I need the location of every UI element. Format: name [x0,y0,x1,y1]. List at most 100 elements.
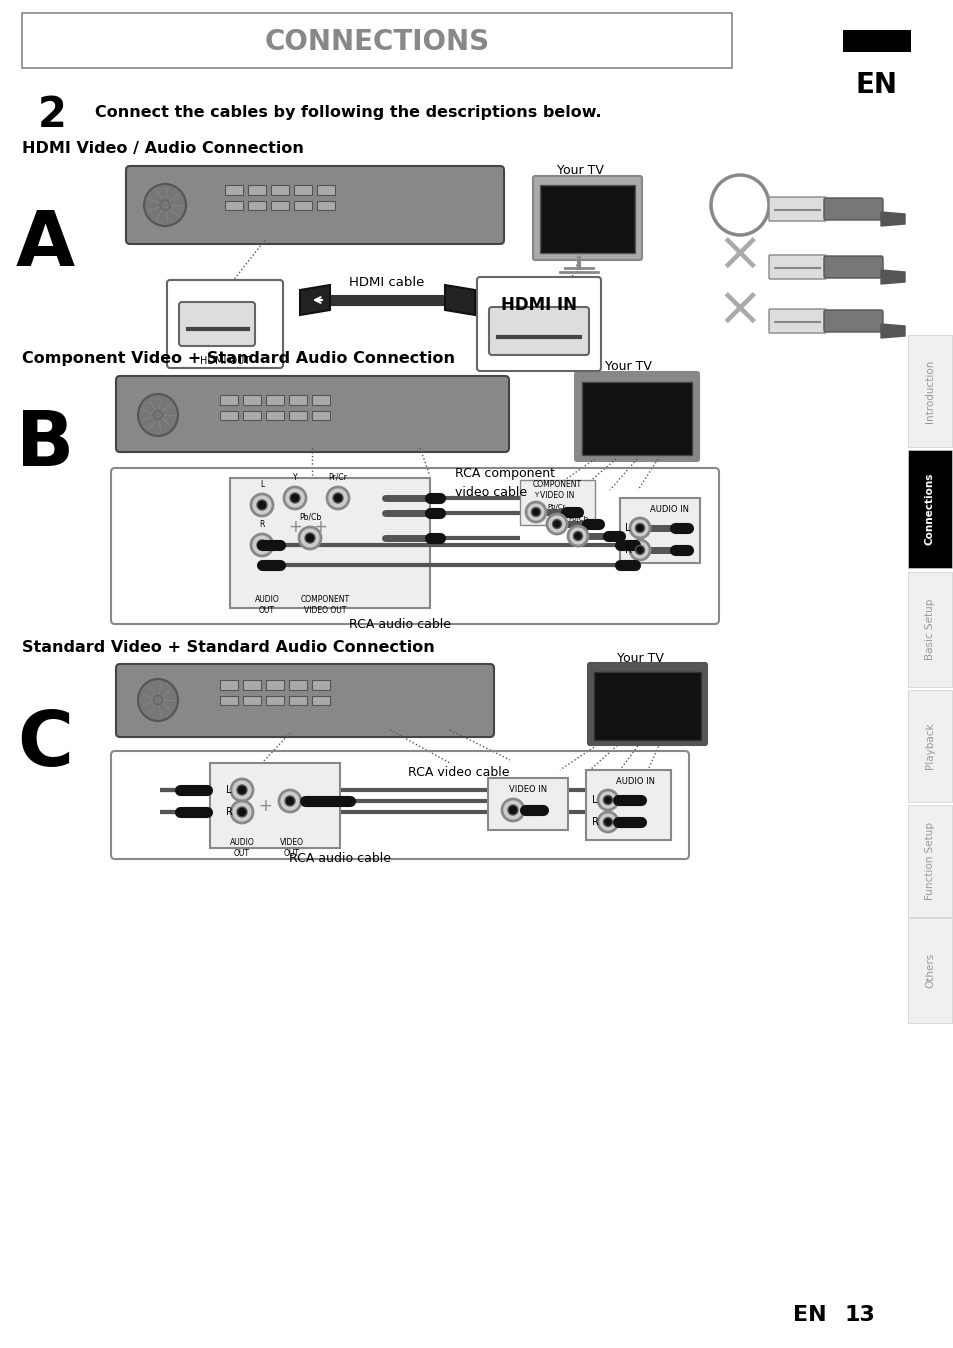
Bar [316,185,335,195]
Polygon shape [880,324,904,338]
Bar [594,673,700,740]
Ellipse shape [231,801,253,824]
Text: +: + [313,518,327,537]
Ellipse shape [231,779,253,801]
Bar [519,480,595,524]
Bar [312,395,330,404]
Bar [842,30,910,53]
Text: L: L [624,523,630,532]
Text: AUDIO IN: AUDIO IN [650,506,689,515]
Text: Pb/Cr: Pb/Cr [547,504,566,510]
Bar [907,805,951,917]
Text: HDMI Video / Audio Connection: HDMI Video / Audio Connection [22,140,304,155]
Text: Y: Y [293,473,297,483]
Text: Others: Others [924,953,934,988]
Ellipse shape [285,797,294,806]
FancyBboxPatch shape [823,310,882,332]
Text: HDMI cable: HDMI cable [349,276,424,290]
Ellipse shape [603,795,612,805]
Text: Connect the cables by following the descriptions below.: Connect the cables by following the desc… [95,105,601,120]
Text: C: C [17,708,73,782]
Text: Standard Video + Standard Audio Connection: Standard Video + Standard Audio Connecti… [22,639,435,655]
Text: +: + [288,518,301,537]
Text: +: + [258,797,272,816]
Polygon shape [444,284,475,315]
FancyBboxPatch shape [768,197,825,221]
Text: Pb/Cb: Pb/Cb [298,514,321,522]
Bar [248,201,266,210]
Text: ×: × [716,283,762,337]
Polygon shape [880,212,904,226]
Ellipse shape [144,183,186,226]
Bar [210,763,339,848]
Text: L: L [592,795,598,805]
Ellipse shape [305,532,314,543]
Ellipse shape [160,200,170,210]
Bar [581,381,691,456]
Text: RCA component
video cable: RCA component video cable [455,468,555,499]
Text: R: R [624,545,631,555]
Ellipse shape [629,541,649,559]
Bar [243,411,261,421]
Bar [312,679,330,690]
Ellipse shape [333,493,343,503]
Ellipse shape [635,523,644,532]
Ellipse shape [236,807,247,817]
Ellipse shape [525,501,545,522]
Bar [248,185,266,195]
Polygon shape [880,270,904,284]
Bar [220,411,237,421]
Bar [243,395,261,404]
Ellipse shape [153,411,162,419]
Text: A: A [15,208,74,282]
Bar [22,13,731,67]
Bar [289,411,307,421]
Bar [294,185,312,195]
FancyBboxPatch shape [476,276,600,371]
Bar [312,696,330,705]
Bar [907,572,951,687]
Ellipse shape [501,799,523,821]
Ellipse shape [552,519,561,528]
Bar [230,479,430,608]
Ellipse shape [138,394,178,435]
Text: Your TV: Your TV [604,360,651,372]
Text: 13: 13 [843,1305,875,1325]
Ellipse shape [598,790,618,810]
FancyBboxPatch shape [116,665,494,737]
Text: R: R [225,807,233,817]
FancyBboxPatch shape [533,177,641,260]
Bar [225,201,243,210]
Bar [289,395,307,404]
Text: EN: EN [855,71,897,98]
Text: Pr/Cr: Pr/Cr [328,473,347,483]
Ellipse shape [290,493,299,503]
Text: Your TV: Your TV [556,163,603,177]
Text: L: L [259,480,264,489]
Text: EN: EN [792,1305,826,1325]
Ellipse shape [236,785,247,795]
Text: Connections: Connections [924,473,934,545]
Text: AUDIO
OUT: AUDIO OUT [230,838,254,859]
Text: Pb/Cb: Pb/Cb [567,516,587,522]
Text: AUDIO
OUT: AUDIO OUT [254,594,279,615]
Text: Introduction: Introduction [924,360,934,423]
Bar [539,185,635,253]
Ellipse shape [278,790,301,811]
Ellipse shape [567,526,587,546]
Bar [225,185,243,195]
Bar [312,411,330,421]
FancyBboxPatch shape [167,280,283,368]
Text: VIDEO IN: VIDEO IN [508,786,546,794]
Text: B: B [16,408,74,483]
Ellipse shape [710,175,768,235]
FancyBboxPatch shape [126,166,503,244]
Text: Your TV: Your TV [616,651,662,665]
Text: RCA audio cable: RCA audio cable [289,852,391,864]
Bar [220,696,237,705]
Ellipse shape [251,534,273,555]
Ellipse shape [507,805,517,816]
Text: AUDIO IN: AUDIO IN [616,778,655,786]
Ellipse shape [573,531,582,541]
Text: 2: 2 [37,94,67,136]
